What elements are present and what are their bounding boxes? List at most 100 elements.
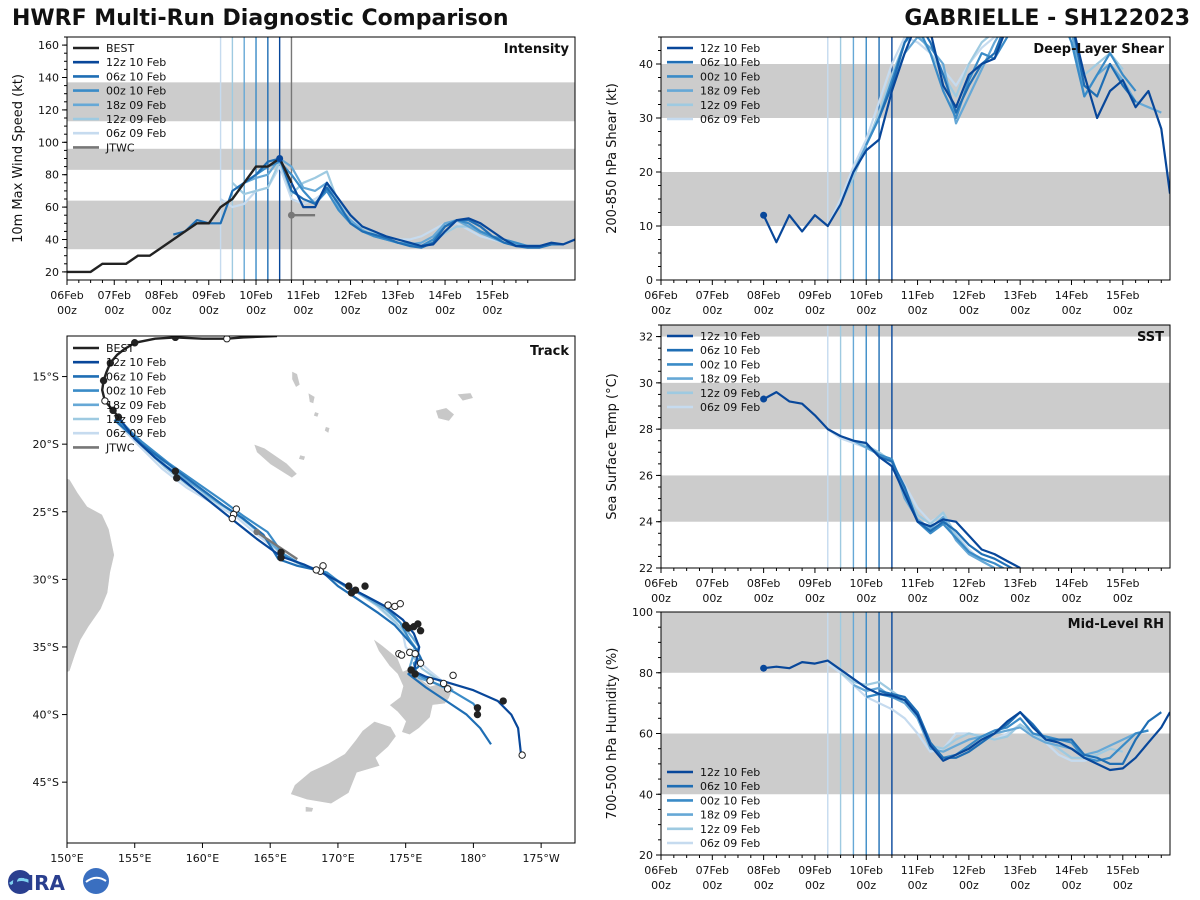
track-position-marker [384,601,392,609]
best-track-point [131,339,139,347]
y-tick-label: 140 [38,72,59,85]
y-tick-label: 22 [639,562,653,575]
lat-tick-label: 15°S [33,371,59,384]
x-tick-hour: 00z [388,304,408,317]
intensity-legend-label: JTWC [105,141,135,154]
series-line-1 [173,157,564,249]
x-tick-day: 07Feb [696,289,729,302]
panel-rh: 20 40 60 80 100 06Feb 00z 07Feb 00z 08Feb 00z 09Feb… [605,606,1171,892]
y-tick-label: 20 [639,166,653,179]
x-tick-hour: 00z [805,879,825,892]
latest-run-marker [760,211,768,219]
x-tick-day: 13Feb [1003,289,1036,302]
panel-title: Track [530,344,569,359]
x-tick-hour: 00z [754,879,774,892]
y-tick-label: 160 [38,39,59,52]
intensity-legend-label: 18z 09 Feb [106,99,166,112]
x-tick-hour: 00z [908,304,928,317]
y-tick-label: 60 [639,728,653,741]
x-tick-day: 12Feb [334,289,367,302]
stewart-island [305,806,314,813]
rh-legend-label: 12z 09 Feb [700,823,760,836]
lon-tick-label: 180° [460,852,487,865]
band-1 [67,148,575,170]
y-axis-label: 200-850 hPa Shear (kt) [605,83,620,234]
track-position-marker [351,586,360,594]
x-tick-day: 13Feb [1003,864,1036,877]
x-tick-hour: 00z [651,592,671,605]
x-tick-hour: 00z [856,592,876,605]
y-tick-label: 20 [45,266,59,279]
series-group-intensity [67,155,575,274]
vanuatu-land-3 [313,411,320,418]
y-tick-label: 40 [639,58,653,71]
x-tick-hour: 00z [908,879,928,892]
x-tick-hour: 00z [959,879,979,892]
latest-run-marker [276,155,284,162]
track-position-marker [449,671,457,680]
lat-tick-label: 35°S [33,641,59,654]
x-tick-day: 08Feb [145,289,178,302]
y-tick-label: 60 [45,201,59,214]
track-position-marker [173,474,181,482]
track-position-marker [361,582,369,590]
series-line-1 [878,455,1014,568]
x-tick-day: 06Feb [644,864,677,877]
new-caledonia-land [253,443,298,479]
track-legend-label: JTWC [105,441,135,454]
y-tick-label: 80 [639,667,653,680]
x-tick-hour: 00z [1062,304,1082,317]
panel-intensity: 20 40 60 80 100 120 140 160 06Feb 00z 07Feb 00z 08Fe… [11,36,576,317]
intensity-legend-label: 12z 10 Feb [106,56,166,69]
x-tick-day: 08Feb [747,289,780,302]
track-position-marker [439,679,448,688]
track-position-marker [473,710,482,719]
lon-tick-label: 150°E [50,852,83,865]
x-tick-hour: 00z [805,592,825,605]
x-tick-hour: 00z [1062,592,1082,605]
x-tick-day: 15Feb [1106,577,1139,590]
track-position-marker [396,599,404,608]
lat-tick-label: 45°S [33,776,59,789]
map-frame [66,335,576,844]
map-group [67,336,526,813]
track-line-1 [113,418,492,745]
vanuatu-land-4 [324,426,331,434]
track-position-marker [171,467,180,475]
panel-title: Deep-Layer Shear [1033,42,1164,57]
track-position-marker [228,514,236,523]
sst-legend-label: 06z 09 Feb [700,401,760,414]
y-axis-label: 10m Max Wind Speed (kt) [11,74,26,243]
track-position-marker [499,697,507,705]
lon-tick-label: 175°W [522,852,559,865]
x-tick-day: 06Feb [644,289,677,302]
band-0 [67,200,575,250]
track-legend-label: 00z 10 Feb [106,385,166,398]
cira-sat-swoosh-icon [85,876,107,883]
lon-tick-label: 155°E [118,852,151,865]
best-track-point [223,336,231,343]
track-position-marker [426,677,434,685]
x-tick-hour: 00z [754,592,774,605]
australia-land [67,478,115,673]
shear-legend-label: 06z 09 Feb [700,113,760,126]
track-position-marker [397,651,406,659]
x-tick-hour: 00z [651,304,671,317]
y-tick-label: 100 [632,606,653,619]
lon-tick-label: 165°E [253,852,286,865]
x-tick-day: 11Feb [901,289,934,302]
x-tick-day: 06Feb [50,289,83,302]
series-group-sst [760,391,1021,568]
track-position-marker [416,627,425,635]
best-track-point [99,376,108,385]
series-line-5 [826,37,997,227]
x-tick-hour: 00z [293,304,313,317]
x-tick-day: 12Feb [952,289,985,302]
cira-logo-text: CIRA [12,871,66,895]
track-line-0 [117,416,522,753]
latest-run-marker [760,395,768,403]
x-tick-day: 07Feb [696,577,729,590]
track-position-marker [518,751,526,759]
band-1 [661,382,1170,430]
band-0 [661,733,1170,795]
